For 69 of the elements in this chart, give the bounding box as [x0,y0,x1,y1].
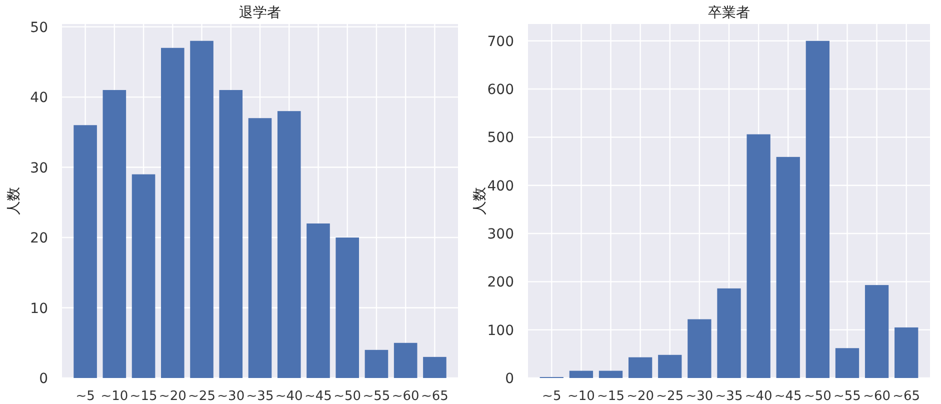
y-tick-label: 600 [487,82,514,98]
x-tick-label: ~30 [217,389,245,404]
bar [864,285,889,378]
y-tick-label: 300 [487,226,514,243]
bar [277,111,301,378]
x-tick-label: ~5 [76,389,95,404]
x-tick-label: ~55 [834,389,861,404]
chart-title: 卒業者 [708,5,750,21]
y-tick-label: 30 [30,160,48,176]
x-tick-label: ~65 [420,389,448,404]
x-tick-label: ~60 [392,389,420,404]
y-tick-label: 40 [30,90,48,106]
y-axis-title: 人数 [6,187,22,215]
y-tick-label: 0 [39,371,48,387]
bar [394,342,418,378]
x-tick-label: ~25 [188,389,216,404]
x-tick-label: ~65 [892,389,920,404]
bar [74,125,97,378]
x-tick-label: ~55 [362,389,390,404]
bar [364,350,388,378]
bar [658,354,682,378]
bar [688,319,712,378]
bar [423,356,446,378]
y-tick-label: 500 [487,130,514,146]
bar [806,40,830,378]
bar [306,223,330,378]
y-tick-label: 700 [487,34,514,50]
y-tick-label: 20 [30,230,48,247]
bar [835,348,860,378]
x-tick-label: ~45 [304,389,332,404]
bar [717,288,741,378]
bar [190,40,214,378]
x-tick-label: ~50 [804,389,832,404]
x-tick-label: ~10 [100,389,128,404]
y-axis-title: 人数 [472,187,488,215]
bar [248,118,272,378]
chart-title: 退学者 [239,5,281,21]
x-tick-label: ~15 [130,389,158,404]
y-tick-label: 10 [30,300,48,317]
bar [102,90,126,378]
x-tick-label: ~50 [334,389,362,404]
y-tick-label: 0 [505,371,514,387]
y-tick-label: 100 [487,322,514,339]
x-tick-label: ~60 [863,389,891,404]
x-tick-label: ~15 [597,389,624,404]
bar [219,90,243,378]
x-tick-label: ~5 [542,389,562,404]
y-tick-label: 200 [487,274,514,291]
x-tick-label: ~35 [246,389,274,404]
bar [569,370,594,378]
bar [336,238,359,378]
x-tick-label: ~40 [275,389,303,404]
bar [132,174,156,378]
bar [776,156,800,378]
y-tick-label: 50 [30,20,48,36]
y-tick-label: 400 [487,178,514,194]
x-tick-label: ~10 [567,389,595,404]
bar [894,327,918,378]
x-tick-label: ~35 [715,389,743,404]
x-tick-label: ~40 [744,389,772,404]
x-tick-label: ~20 [626,389,654,404]
bar [598,370,623,378]
bar [628,357,652,378]
x-tick-label: ~20 [158,389,186,404]
x-tick-label: ~45 [774,389,802,404]
bar [746,134,770,378]
x-tick-label: ~25 [656,389,684,404]
x-tick-label: ~30 [686,389,714,404]
bar [161,48,184,378]
